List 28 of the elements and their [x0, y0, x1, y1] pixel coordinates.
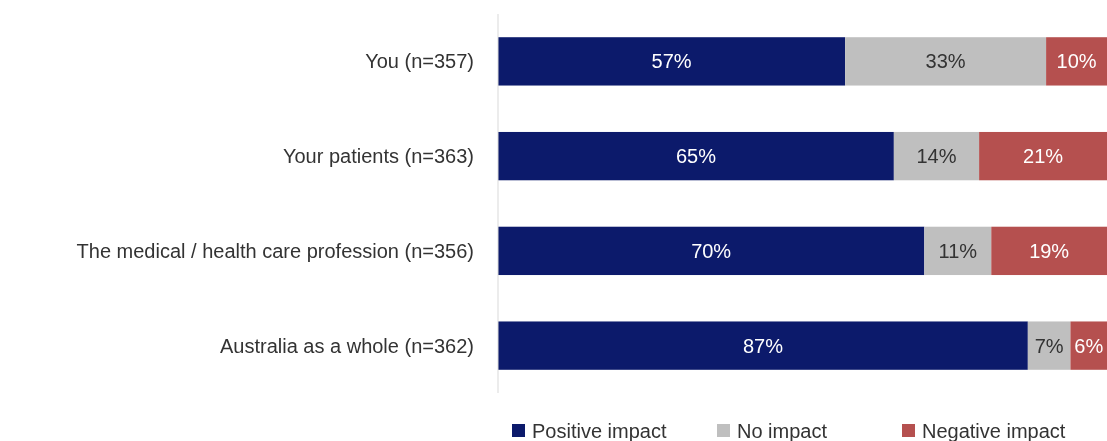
data-label: 6% [1074, 334, 1104, 357]
bar [498, 321, 1028, 370]
data-label: 21% [1023, 145, 1064, 168]
y-tick-label: Australia as a whole (n=362) [219, 334, 474, 357]
data-label: 33% [925, 50, 966, 73]
bar [498, 37, 846, 86]
data-label: 57% [651, 50, 692, 73]
data-label: 87% [742, 334, 784, 357]
y-tick-label: You (n=357) [365, 50, 474, 73]
bar [845, 37, 1047, 86]
data-label: 65% [675, 145, 717, 168]
bar [498, 131, 894, 181]
bar [924, 226, 992, 276]
data-label: 10% [1056, 50, 1097, 73]
data-label: 7% [1034, 334, 1064, 357]
data-label: 19% [1029, 239, 1070, 262]
bar [979, 131, 1107, 181]
data-label: 11% [938, 239, 978, 262]
bar [893, 131, 980, 181]
y-tick-label: The medical / health care profession (n=356) [76, 239, 474, 262]
bar [498, 226, 925, 276]
bar [1070, 321, 1107, 370]
bar [1027, 321, 1071, 370]
y-tick-label: Your patients (n=363) [282, 145, 474, 168]
bar [1046, 37, 1107, 86]
data-label: 70% [691, 239, 732, 262]
bar [991, 226, 1107, 276]
data-label: 14% [916, 145, 957, 168]
